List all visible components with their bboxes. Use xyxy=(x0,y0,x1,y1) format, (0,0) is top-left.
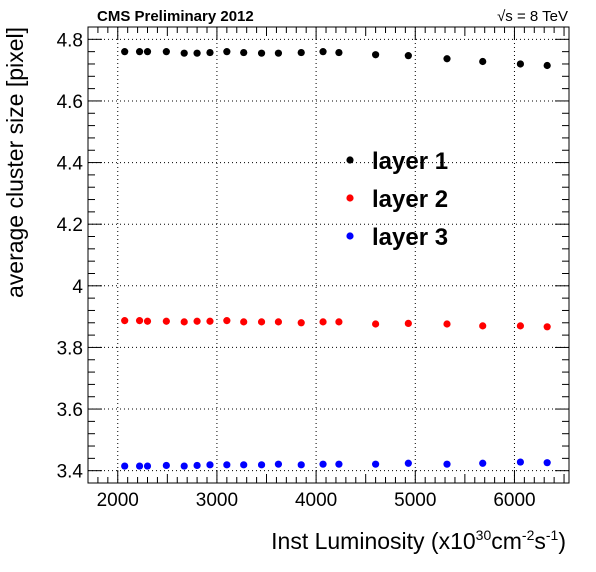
y-tick-label: 4.8 xyxy=(57,30,83,51)
data-point xyxy=(257,49,266,57)
data-point xyxy=(223,48,231,56)
data-point xyxy=(257,318,266,326)
legend-label: layer 3 xyxy=(372,224,448,251)
y-tick-label: 4.6 xyxy=(57,92,83,113)
plot-frame xyxy=(87,26,570,484)
data-point xyxy=(240,318,248,326)
data-point xyxy=(443,320,451,328)
data-point xyxy=(135,317,144,325)
data-point xyxy=(240,461,248,469)
data-point xyxy=(162,461,170,470)
data-point xyxy=(404,52,412,60)
data-point xyxy=(319,460,327,468)
y-tick-label: 3.4 xyxy=(57,462,84,483)
data-point xyxy=(206,317,214,325)
x-tick-label: 4000 xyxy=(295,490,337,511)
data-point xyxy=(274,49,283,57)
data-point xyxy=(193,461,201,470)
y-axis-label: average cluster size [pixel] xyxy=(2,27,28,298)
data-point xyxy=(479,57,487,66)
data-point xyxy=(335,318,343,326)
data-point xyxy=(516,458,525,466)
data-point xyxy=(223,317,231,325)
data-point xyxy=(180,318,188,326)
x-tick-label: 5000 xyxy=(394,490,436,511)
legend-label: layer 2 xyxy=(372,186,448,213)
data-point xyxy=(335,460,343,468)
y-tick-label: 3.6 xyxy=(57,400,83,421)
data-point xyxy=(143,317,152,325)
data-point xyxy=(297,319,305,327)
chart-title: CMS Preliminary 2012 xyxy=(97,8,254,25)
legend-marker xyxy=(346,194,354,202)
data-point xyxy=(372,51,380,59)
data-point xyxy=(319,48,327,56)
grid-lines xyxy=(88,27,569,483)
axis-ticks xyxy=(88,26,569,484)
legend: layer 1 layer 2 layer 3 xyxy=(346,148,448,251)
data-point xyxy=(121,317,129,325)
data-points xyxy=(121,48,551,470)
data-point xyxy=(121,462,129,470)
data-point xyxy=(121,48,129,56)
y-tick-label: 4.2 xyxy=(57,215,83,236)
data-point xyxy=(143,462,152,470)
data-point xyxy=(180,462,188,470)
data-point xyxy=(240,48,248,57)
data-point xyxy=(319,318,327,326)
x-tick-label: 2000 xyxy=(97,490,139,511)
data-point xyxy=(257,461,266,469)
x-tick-label: 3000 xyxy=(196,490,238,511)
data-point xyxy=(479,322,487,330)
data-point xyxy=(135,48,144,56)
data-point xyxy=(297,48,305,57)
data-point xyxy=(443,460,451,468)
data-point xyxy=(206,48,214,57)
data-point xyxy=(404,459,412,467)
data-point xyxy=(443,55,451,63)
data-point xyxy=(143,48,152,56)
data-point xyxy=(479,459,487,467)
y-tick-label: 4 xyxy=(72,277,83,298)
legend-label: layer 1 xyxy=(372,148,448,175)
data-point xyxy=(206,461,214,469)
energy-label: √s = 8 TeV xyxy=(497,8,568,25)
x-axis-label: Inst Luminosity (x1030cm-2s-1) xyxy=(271,527,566,554)
data-point xyxy=(193,317,201,325)
data-point xyxy=(274,318,283,326)
data-point xyxy=(372,460,380,468)
data-point xyxy=(223,461,231,469)
y-tick-label: 4.4 xyxy=(57,154,84,175)
data-point xyxy=(543,323,551,331)
data-point xyxy=(180,49,188,57)
data-point xyxy=(135,462,144,470)
legend-marker xyxy=(346,156,354,164)
data-point xyxy=(543,61,551,70)
data-point xyxy=(162,48,170,56)
tick-labels: 2000 3000 4000 5000 6000 3.4 3.6 3.8 4 4.2 4.4 4.6 4… xyxy=(57,30,536,511)
data-point xyxy=(404,319,412,327)
data-point xyxy=(193,49,201,57)
legend-marker xyxy=(346,232,354,240)
data-point xyxy=(335,48,343,57)
data-point xyxy=(372,320,380,328)
data-point xyxy=(297,461,305,469)
data-point xyxy=(516,322,525,330)
data-point xyxy=(516,60,525,68)
x-tick-label: 6000 xyxy=(493,490,535,511)
y-tick-label: 3.8 xyxy=(57,338,83,359)
data-point xyxy=(162,317,170,325)
data-point xyxy=(274,460,283,468)
data-point xyxy=(543,459,551,467)
